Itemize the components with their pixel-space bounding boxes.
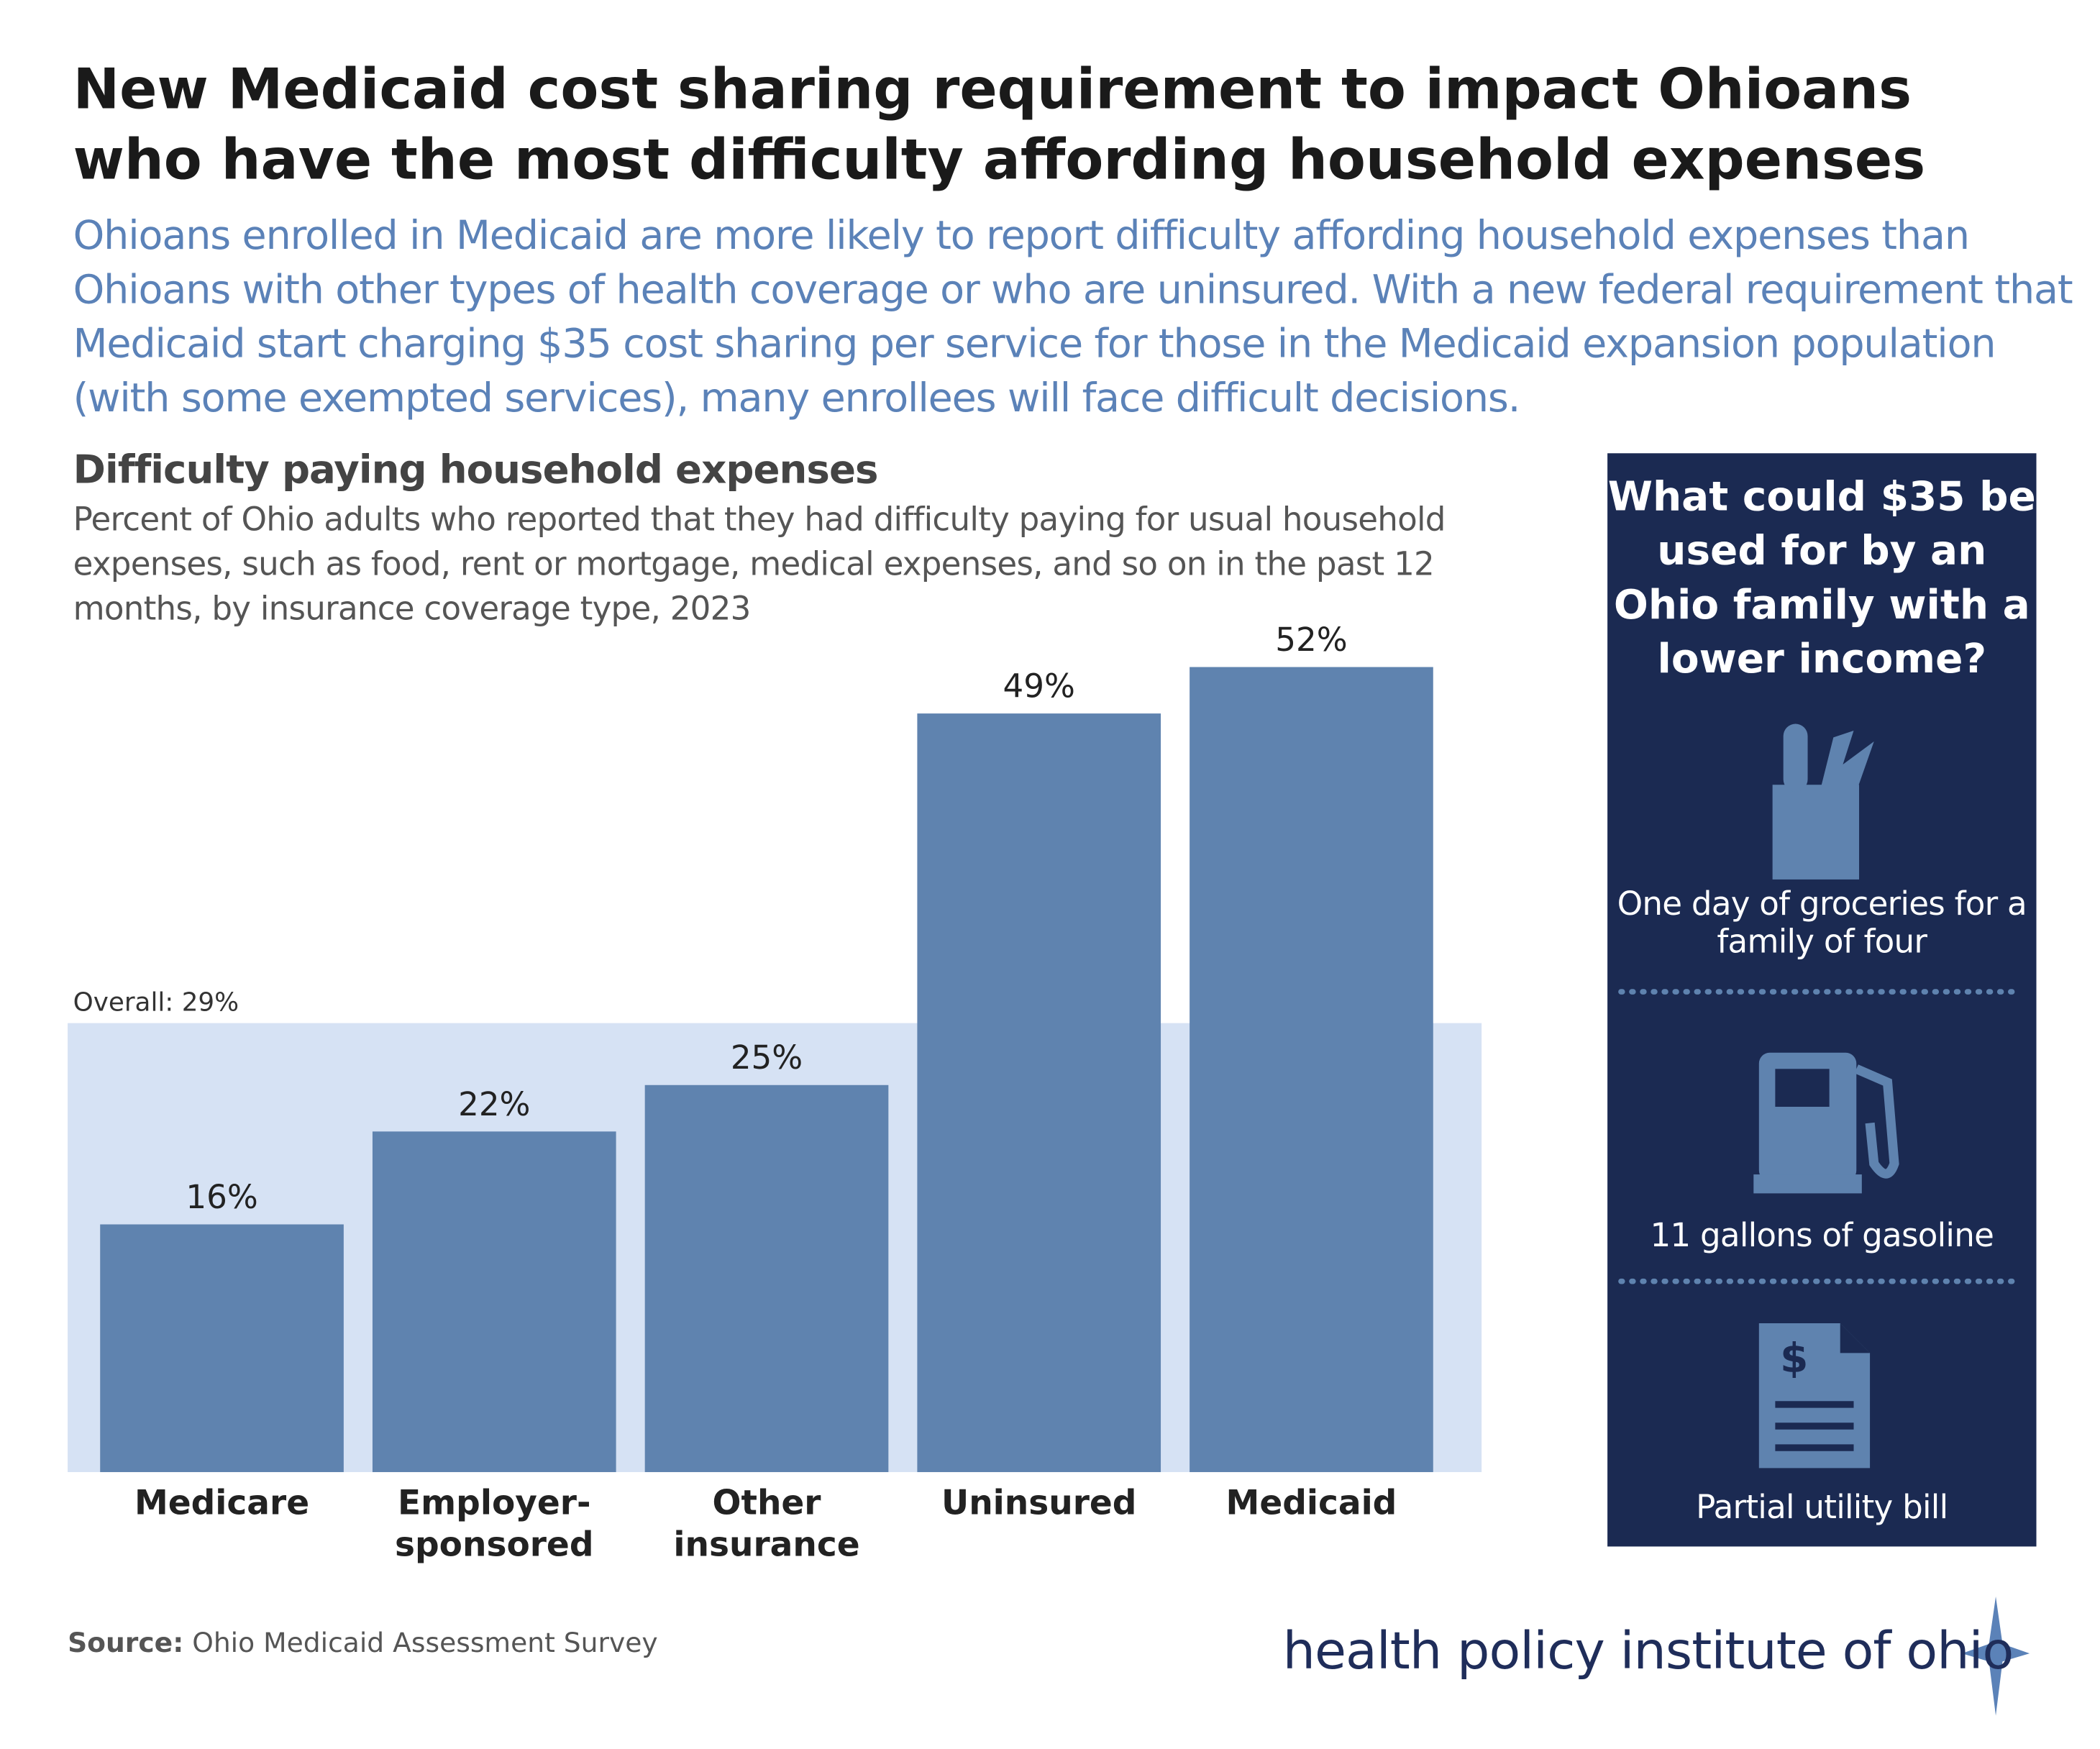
bar <box>1190 667 1433 1472</box>
bar <box>644 1084 889 1472</box>
value-label: 25% <box>731 1038 803 1077</box>
value-label: 49% <box>1003 667 1075 705</box>
reference-label: Overall: 29% <box>73 988 239 1018</box>
bar <box>100 1224 344 1472</box>
chart-subtitle: Percent of Ohio adults who reported that… <box>73 501 1446 628</box>
bar <box>917 713 1161 1472</box>
logo: health policy institute of ohio <box>1282 1620 2014 1681</box>
title: New Medicaid cost sharing requirement to… <box>73 57 1926 193</box>
x-tick-label: Uninsured <box>941 1483 1136 1522</box>
bar <box>372 1131 616 1472</box>
value-label: 22% <box>458 1085 530 1123</box>
x-tick-label: Medicaid <box>1226 1483 1397 1522</box>
source-text: Ohio Medicaid Assessment Survey <box>192 1626 658 1659</box>
sidebar-item: Partial utility bill <box>1696 1488 1948 1527</box>
source: Source: Ohio Medicaid Assessment Survey <box>68 1626 658 1658</box>
value-label: 52% <box>1275 621 1347 659</box>
grocery-icon <box>1772 723 1874 880</box>
gas-icon <box>1753 1052 1899 1194</box>
x-tick-label: Employer-sponsored <box>395 1483 593 1564</box>
svg-text:$: $ <box>1780 1335 1808 1382</box>
intro: Ohioans enrolled in Medicaid are more li… <box>73 212 2073 421</box>
value-label: 16% <box>186 1178 257 1216</box>
bill-icon: $ <box>1758 1323 1871 1469</box>
logo-star <box>1962 1597 2030 1716</box>
x-tick-label: Other insurance <box>673 1483 859 1564</box>
x-tick-label: Medicare <box>134 1483 309 1522</box>
sidebar-title: What could $35 be used for by an Ohio fa… <box>1607 473 2036 684</box>
sidebar-item: 11 gallons of gasoline <box>1650 1216 1994 1255</box>
source-label: Source: <box>68 1626 184 1659</box>
sidebar-item: One day of groceries for a family of fou… <box>1617 885 2027 961</box>
chart-title: Difficulty paying household expenses <box>73 446 879 493</box>
